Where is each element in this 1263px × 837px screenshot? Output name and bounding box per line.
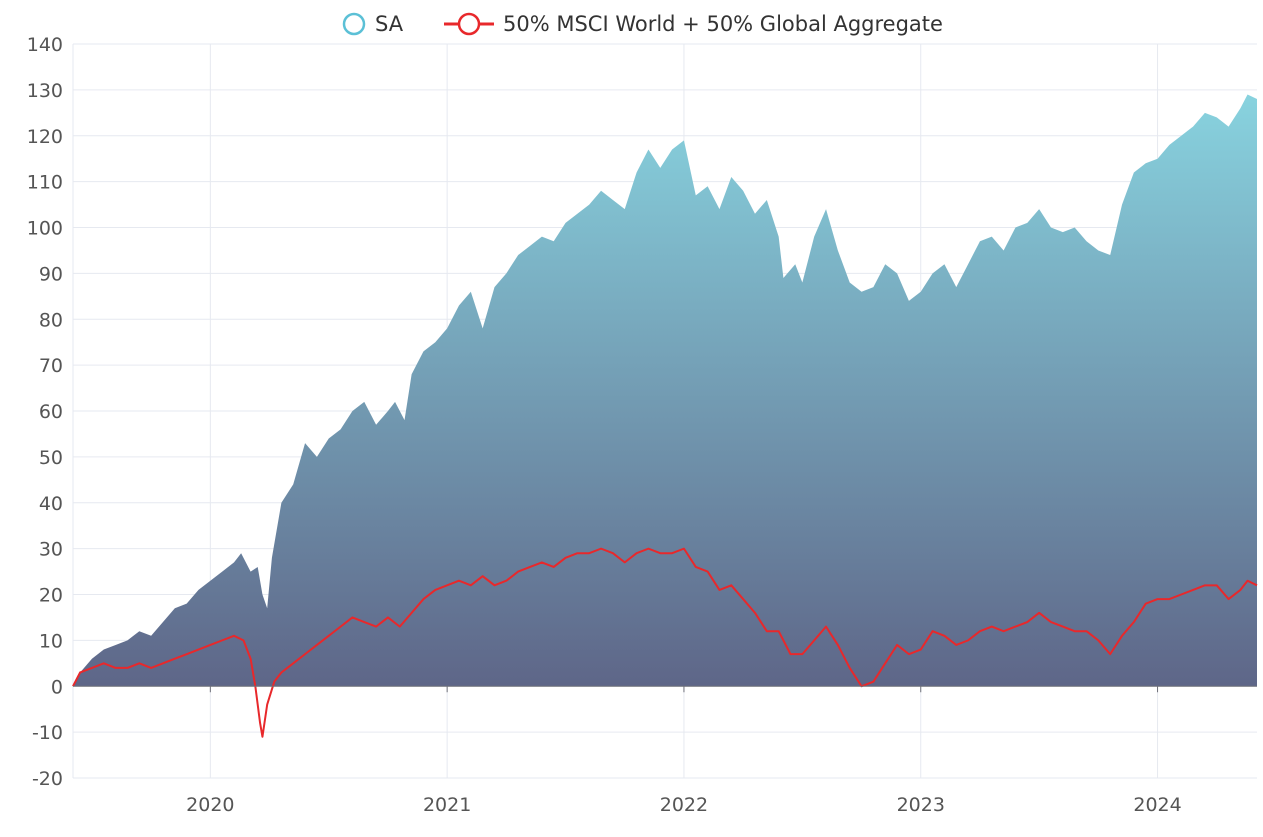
legend-marker-sa <box>342 12 366 36</box>
x-tick-label: 2021 <box>423 794 471 816</box>
legend-item-benchmark[interactable]: 50% MSCI World + 50% Global Aggregate <box>444 12 943 36</box>
y-tick-label: 10 <box>39 630 63 652</box>
x-tick-label: 2024 <box>1133 794 1181 816</box>
legend-item-sa[interactable]: SA <box>342 12 404 36</box>
y-tick-label: 80 <box>39 309 63 331</box>
x-tick-label: 2022 <box>660 794 708 816</box>
y-tick-label: 50 <box>39 447 63 469</box>
y-tick-label: -10 <box>32 722 63 744</box>
legend: SA 50% MSCI World + 50% Global Aggregate <box>342 12 943 36</box>
x-tick-label: 2023 <box>897 794 945 816</box>
y-tick-label: -20 <box>32 768 63 790</box>
sa-area <box>73 94 1257 687</box>
y-tick-label: 140 <box>27 34 63 56</box>
y-tick-label: 20 <box>39 585 63 607</box>
y-tick-label: 40 <box>39 493 63 515</box>
x-tick-label: 2020 <box>186 794 234 816</box>
y-tick-label: 90 <box>39 263 63 285</box>
legend-label-benchmark: 50% MSCI World + 50% Global Aggregate <box>503 12 943 36</box>
y-tick-label: 110 <box>27 172 63 194</box>
y-tick-label: 120 <box>27 126 63 148</box>
axes: -20 -10 0 10 20 30 40 50 60 70 80 90 100 110 120 130 140… <box>27 34 1257 816</box>
y-tick-label: 60 <box>39 401 63 423</box>
y-tick-label: 0 <box>51 676 63 698</box>
legend-label-sa: SA <box>375 12 404 36</box>
y-tick-label: 130 <box>27 80 63 102</box>
sa-area-layer <box>73 94 1257 687</box>
y-tick-label: 100 <box>27 218 63 240</box>
y-tick-label: 70 <box>39 355 63 377</box>
benchmark-line-layer <box>72 547 1258 738</box>
y-tick-label: 30 <box>39 539 63 561</box>
legend-marker-benchmark <box>457 12 481 36</box>
benchmark-line <box>72 547 1258 738</box>
